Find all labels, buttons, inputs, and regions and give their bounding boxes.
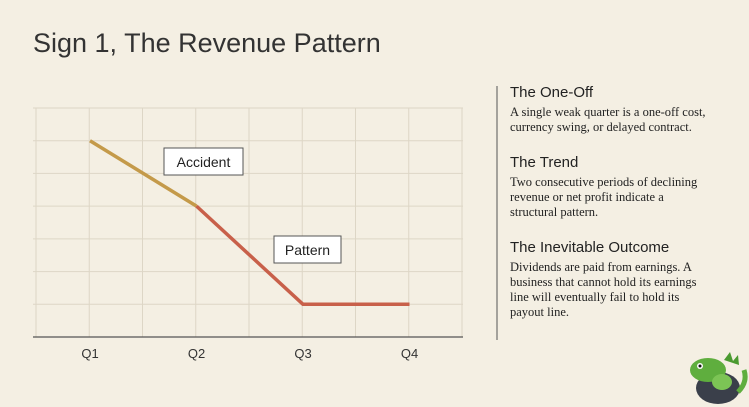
sidebar-item: The One-Off A single weak quarter is a on… <box>510 84 710 135</box>
item-heading: The One-Off <box>510 84 594 101</box>
item-heading: The Inevitable Outcome <box>510 239 670 256</box>
x-tick-label: Q3 <box>294 346 311 361</box>
x-tick-label: Q4 <box>401 346 418 361</box>
x-tick-label: Q1 <box>81 346 98 361</box>
item-heading: The Trend <box>510 154 579 171</box>
line-series <box>89 139 198 208</box>
line-series <box>195 204 410 307</box>
sidebar-item: The Trend Two consecutive periods of decl… <box>510 154 710 220</box>
x-tick-label: Q2 <box>188 346 205 361</box>
sidebar-item: The Inevitable Outcome Dividends are paid… <box>510 239 710 320</box>
annotation-label: Pattern <box>285 242 330 258</box>
annotation-box <box>273 235 342 264</box>
sidebar: The One-Off A single weak quarter is a on… <box>510 84 710 339</box>
item-text: A single weak quarter is a one-off cost,… <box>510 105 706 134</box>
item-text: Two consecutive periods of declining rev… <box>510 175 698 219</box>
item-text: Dividends are paid from earnings. A busi… <box>510 260 697 319</box>
annotation-label: Accident <box>177 154 231 170</box>
annotation-box <box>163 147 244 176</box>
mascot <box>690 352 748 404</box>
title: Sign 1, The Revenue Pattern <box>33 28 381 58</box>
